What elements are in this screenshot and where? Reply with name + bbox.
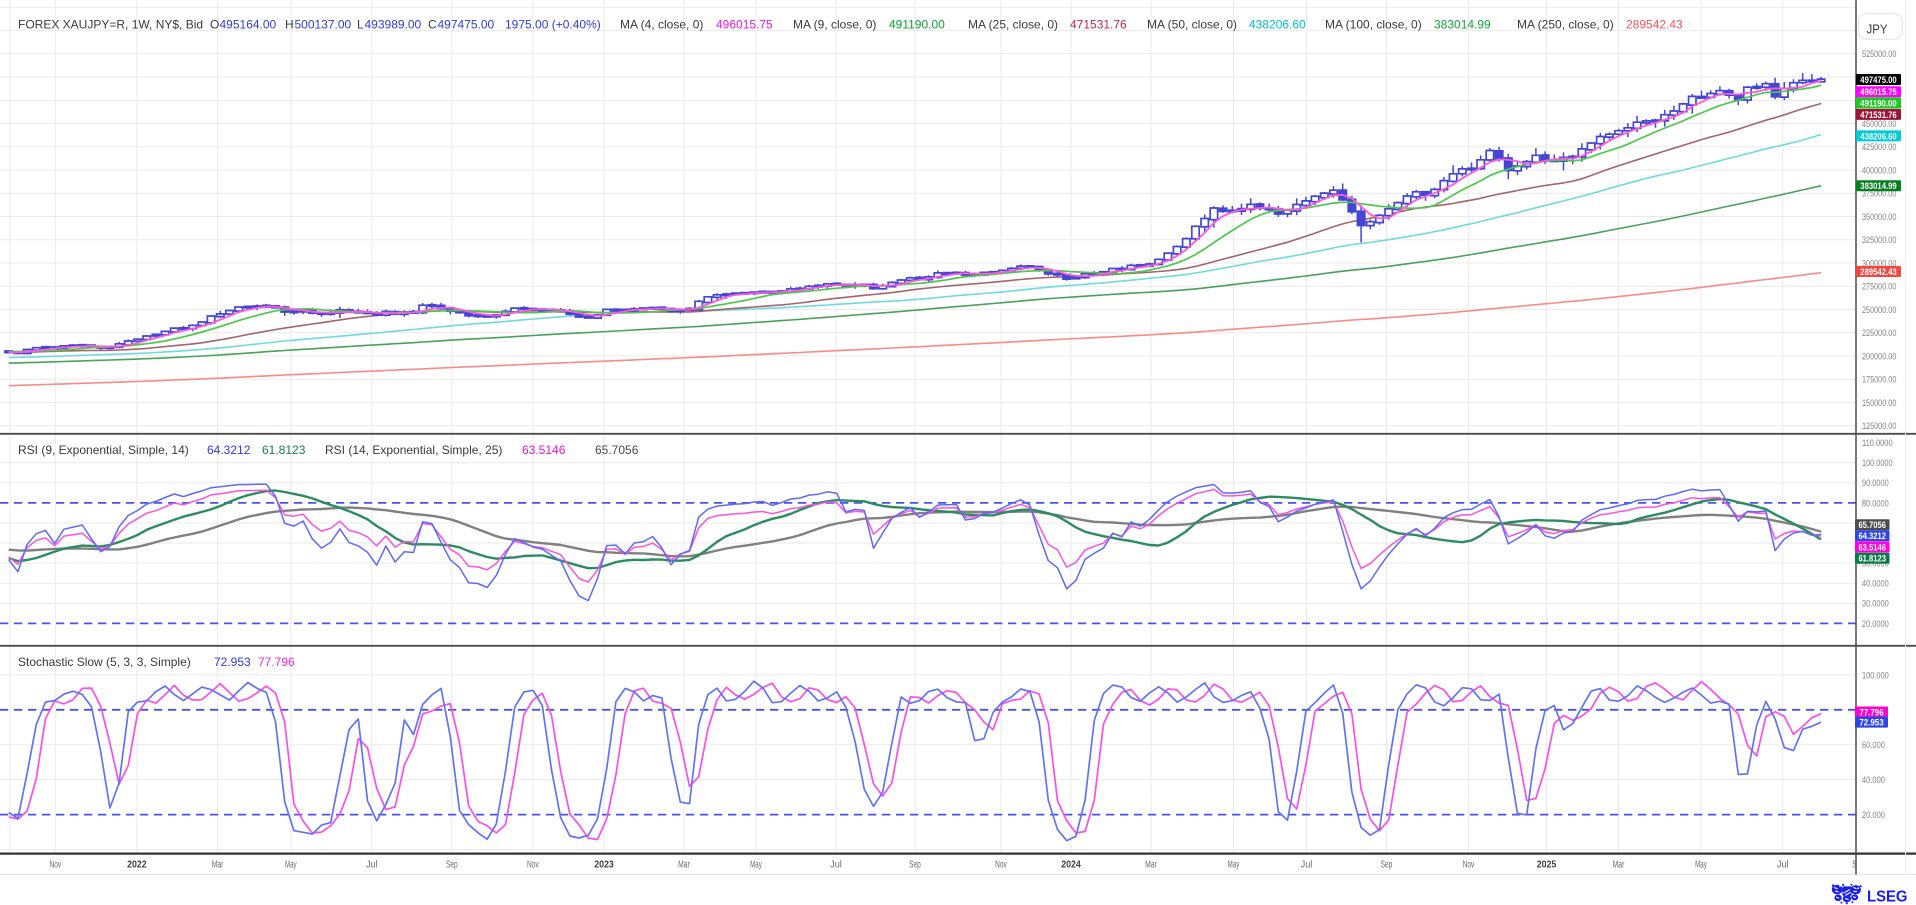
- svg-text:350000.00: 350000.00: [1862, 212, 1896, 222]
- svg-text:80.0000: 80.0000: [1862, 498, 1889, 508]
- svg-text:497475.00: 497475.00: [438, 18, 495, 32]
- svg-text:64.3212: 64.3212: [207, 443, 251, 457]
- svg-text:Mar: Mar: [1145, 860, 1157, 871]
- svg-text:Nov: Nov: [527, 860, 539, 871]
- svg-text:FOREX XAUJPY=R, 1W, NY$, Bid: FOREX XAUJPY=R, 1W, NY$, Bid: [18, 18, 203, 32]
- svg-text:JPY: JPY: [1867, 23, 1889, 37]
- svg-text:200000.00: 200000.00: [1862, 351, 1896, 361]
- svg-text:Jul: Jul: [1777, 860, 1789, 871]
- svg-text:61.8123: 61.8123: [262, 443, 306, 457]
- svg-text:2024: 2024: [1061, 860, 1081, 871]
- svg-text:MA (9, close, 0): MA (9, close, 0): [793, 18, 876, 32]
- svg-text:MA (25, close, 0): MA (25, close, 0): [968, 18, 1058, 32]
- svg-text:40.000: 40.000: [1862, 775, 1885, 785]
- svg-text:May: May: [750, 860, 762, 871]
- svg-text:375000.00: 375000.00: [1862, 189, 1896, 199]
- svg-text:400000.00: 400000.00: [1862, 165, 1896, 175]
- svg-text:100.0000: 100.0000: [1862, 458, 1893, 468]
- svg-text:325000.00: 325000.00: [1862, 235, 1896, 245]
- svg-text:150000.00: 150000.00: [1862, 398, 1896, 408]
- svg-text:493989.00: 493989.00: [365, 18, 422, 32]
- svg-text:C: C: [428, 18, 437, 32]
- svg-text:2025: 2025: [1537, 860, 1557, 871]
- svg-text:471531.76: 471531.76: [1070, 18, 1127, 32]
- svg-text:Mar: Mar: [678, 860, 690, 871]
- svg-text:500137.00: 500137.00: [295, 18, 352, 32]
- svg-text:May: May: [1695, 860, 1707, 871]
- svg-text:450000.00: 450000.00: [1862, 119, 1896, 129]
- svg-text:64.3212: 64.3212: [1858, 531, 1886, 541]
- svg-text:Jul: Jul: [830, 860, 842, 871]
- svg-text:496015.75: 496015.75: [716, 18, 773, 32]
- svg-text:61.8123: 61.8123: [1858, 554, 1886, 564]
- svg-text:20.0000: 20.0000: [1862, 619, 1889, 629]
- svg-text:MA (250, close, 0): MA (250, close, 0): [1517, 18, 1614, 32]
- svg-text:2023: 2023: [594, 860, 614, 871]
- svg-text:MA (4, close, 0): MA (4, close, 0): [620, 18, 703, 32]
- svg-text:Sep: Sep: [1852, 860, 1864, 871]
- svg-text:438206.60: 438206.60: [1860, 131, 1896, 141]
- svg-text:H: H: [285, 18, 294, 32]
- svg-text:497475.00: 497475.00: [1860, 75, 1896, 85]
- svg-text:496015.75: 496015.75: [1860, 87, 1896, 97]
- svg-text:30.0000: 30.0000: [1862, 599, 1889, 609]
- svg-text:RSI (9, Exponential, Simple, 1: RSI (9, Exponential, Simple, 14): [18, 443, 189, 457]
- svg-text:60.000: 60.000: [1862, 740, 1885, 750]
- svg-text:Nov: Nov: [49, 860, 61, 871]
- svg-text:383014.99: 383014.99: [1860, 181, 1896, 191]
- svg-text:289542.43: 289542.43: [1860, 267, 1896, 277]
- svg-text:20.000: 20.000: [1862, 810, 1885, 820]
- svg-text:Jul: Jul: [1301, 860, 1313, 871]
- svg-text:Sep: Sep: [446, 860, 458, 871]
- svg-text:125000.00: 125000.00: [1862, 421, 1896, 431]
- svg-text:65.7056: 65.7056: [1858, 520, 1886, 530]
- svg-text:77.796: 77.796: [258, 655, 295, 669]
- svg-text:110.0000: 110.0000: [1862, 438, 1893, 448]
- svg-text:Jul: Jul: [366, 860, 378, 871]
- svg-text:77.796: 77.796: [1859, 707, 1883, 717]
- svg-text:491190.00: 491190.00: [1860, 98, 1896, 108]
- svg-text:471531.76: 471531.76: [1860, 110, 1896, 120]
- svg-text:225000.00: 225000.00: [1862, 328, 1896, 338]
- svg-text:MA (50, close, 0): MA (50, close, 0): [1147, 18, 1237, 32]
- svg-text:275000.00: 275000.00: [1862, 282, 1896, 292]
- svg-text:1975.00 (+0.40%): 1975.00 (+0.40%): [505, 18, 601, 32]
- svg-text:O: O: [210, 18, 219, 32]
- svg-text:300000.00: 300000.00: [1862, 258, 1896, 268]
- svg-text:100.000: 100.000: [1862, 670, 1889, 680]
- svg-text:438206.60: 438206.60: [1249, 18, 1306, 32]
- svg-text:383014.99: 383014.99: [1434, 18, 1491, 32]
- svg-text:491190.00: 491190.00: [889, 18, 945, 32]
- svg-text:65.7056: 65.7056: [595, 443, 639, 457]
- svg-text:63.5146: 63.5146: [522, 443, 566, 457]
- svg-text:2022: 2022: [127, 860, 147, 871]
- svg-text:Sep: Sep: [1381, 860, 1393, 871]
- svg-text:L: L: [357, 18, 364, 32]
- svg-text:MA (100, close, 0): MA (100, close, 0): [1325, 18, 1422, 32]
- svg-text:Stochastic Slow (5, 3, 3, Simp: Stochastic Slow (5, 3, 3, Simple): [18, 655, 191, 669]
- svg-text:175000.00: 175000.00: [1862, 375, 1896, 385]
- svg-text:72.953: 72.953: [1859, 718, 1883, 728]
- svg-text:Mar: Mar: [1613, 860, 1625, 871]
- svg-text:425000.00: 425000.00: [1862, 142, 1896, 152]
- svg-text:289542.43: 289542.43: [1626, 18, 1683, 32]
- svg-text:40.0000: 40.0000: [1862, 579, 1889, 589]
- svg-text:May: May: [1228, 860, 1240, 871]
- svg-text:Nov: Nov: [1463, 860, 1475, 871]
- svg-text:May: May: [285, 860, 297, 871]
- svg-text:72.953: 72.953: [214, 655, 251, 669]
- svg-text:Sep: Sep: [909, 860, 921, 871]
- svg-text:525000.00: 525000.00: [1862, 49, 1896, 59]
- svg-text:63.5146: 63.5146: [1858, 542, 1886, 552]
- svg-text:90.0000: 90.0000: [1862, 478, 1889, 488]
- svg-text:Nov: Nov: [995, 860, 1007, 871]
- svg-text:Mar: Mar: [212, 860, 224, 871]
- svg-text:495164.00: 495164.00: [220, 18, 277, 32]
- svg-text:250000.00: 250000.00: [1862, 305, 1896, 315]
- svg-text:RSI (14, Exponential, Simple,: RSI (14, Exponential, Simple, 25): [325, 443, 502, 457]
- svg-text:LSEG: LSEG: [1867, 889, 1908, 905]
